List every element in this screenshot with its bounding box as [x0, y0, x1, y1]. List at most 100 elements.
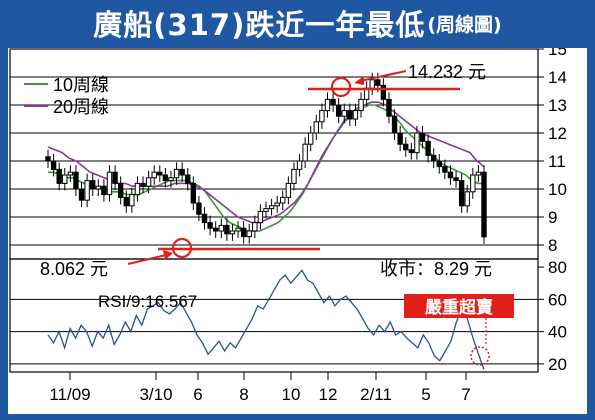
- price-y-tick-label: 14: [548, 68, 567, 87]
- candle-body: [470, 174, 476, 193]
- candle-body: [101, 185, 107, 196]
- x-tick-label: 8: [239, 385, 248, 404]
- price-y-tick-label: 13: [548, 96, 567, 115]
- candle-body: [134, 182, 141, 196]
- candle-body: [224, 224, 230, 235]
- candle-body: [341, 110, 347, 117]
- x-tick-label: 7: [461, 385, 470, 404]
- candle-body: [386, 98, 392, 117]
- high-label: 14.232 元: [408, 62, 486, 82]
- low-arrow-head: [163, 250, 173, 260]
- candle-body: [447, 171, 454, 179]
- candle-body: [302, 143, 308, 162]
- low-arrow: [127, 254, 167, 265]
- candle-body: [436, 160, 442, 168]
- chart-svg: 8 9 10 11 12 13 14 15 20 40 60 80 11/09 3/10 6 8 10 12 2/…: [9, 48, 567, 404]
- candle-body: [268, 205, 275, 210]
- high-marker: [330, 76, 352, 98]
- candle-body: [419, 132, 426, 142]
- rsi-line: [47, 269, 485, 370]
- candle-body: [369, 79, 375, 89]
- candle-body: [464, 191, 470, 207]
- candle-body: [218, 224, 224, 232]
- x-tick-label: 10: [282, 385, 301, 404]
- candle-body: [319, 110, 325, 123]
- legend-ma10-label: 10周線: [53, 75, 109, 95]
- candle-body: [274, 202, 280, 207]
- chart-title-main: 廣船(317)跌近一年最低: [93, 8, 426, 42]
- x-tick-label: 3/10: [139, 385, 172, 404]
- rsi-y-tick-label: 20: [548, 355, 567, 374]
- candle-body: [425, 140, 431, 156]
- price-y-tick-label: 10: [548, 180, 567, 199]
- candle-body: [263, 208, 269, 212]
- candle-body: [257, 210, 264, 224]
- rsi-y-tick-label: 60: [548, 290, 567, 309]
- x-tick-label: 11/09: [49, 385, 90, 404]
- candle-body: [391, 115, 398, 134]
- candle-body: [229, 230, 236, 235]
- candle-body: [380, 84, 387, 100]
- rsi-area-border: [9, 258, 539, 373]
- candle-body: [190, 182, 197, 204]
- oversold-badge: [404, 294, 514, 318]
- candle-body: [330, 98, 336, 106]
- rsi-label: RSI/9:16.567: [98, 292, 197, 311]
- candle-body: [252, 222, 258, 232]
- candle-body: [481, 171, 487, 238]
- price-y-tick-label: 11: [548, 152, 566, 171]
- candle-body: [157, 171, 163, 176]
- candle-body: [73, 171, 79, 190]
- candle-body: [168, 177, 174, 182]
- x-tick-label: 5: [421, 385, 430, 404]
- high-arrow: [359, 70, 407, 82]
- chart-title-sub: (周線圖): [427, 13, 502, 36]
- candle-body: [151, 171, 157, 179]
- candle-body: [397, 132, 403, 145]
- candle-body: [78, 188, 85, 201]
- chart-title: 廣船(317)跌近一年最低 (周線圖): [0, 0, 595, 46]
- candle-body: [296, 160, 303, 170]
- candle-body: [442, 166, 448, 173]
- legend-ma20-label: 20周線: [53, 97, 109, 117]
- candle-body: [145, 177, 152, 187]
- candle-body: [246, 230, 252, 238]
- candle-body: [212, 227, 219, 232]
- low-marker: [171, 237, 193, 259]
- candle-body: [62, 174, 68, 184]
- candle-body: [129, 194, 135, 207]
- candle-body: [408, 149, 415, 154]
- candle-body: [106, 171, 113, 196]
- rsi-y-tick-label: 80: [548, 258, 567, 277]
- candle-body: [185, 174, 191, 184]
- candle-body: [50, 160, 57, 170]
- candle-body: [324, 98, 331, 112]
- candle-body: [347, 110, 353, 120]
- price-y-tick-label: 15: [548, 48, 567, 59]
- candle-body: [95, 185, 102, 190]
- candle-body: [285, 182, 292, 198]
- candle-body: [162, 174, 169, 182]
- candle-body: [280, 196, 286, 204]
- price-y-tick-label: 12: [548, 124, 567, 143]
- candle-body: [291, 168, 297, 184]
- candle-body: [352, 110, 359, 120]
- candle-body: [196, 202, 202, 215]
- candle-body: [112, 171, 118, 184]
- x-tick-label: 12: [319, 385, 338, 404]
- candle-body: [403, 143, 409, 151]
- candle-body: [240, 227, 247, 238]
- oversold-marker: [470, 346, 490, 366]
- x-tick-label: 6: [193, 385, 202, 404]
- candle-body: [453, 177, 459, 182]
- candle-body: [45, 156, 51, 162]
- candle-body: [201, 213, 208, 224]
- candle-body: [140, 182, 146, 187]
- price-y-tick-label: 9: [548, 208, 557, 227]
- candle-body: [430, 154, 437, 162]
- candle-body: [335, 104, 342, 117]
- candle-body: [90, 180, 96, 190]
- candle-body: [375, 79, 381, 86]
- candle-body: [235, 227, 241, 232]
- candle-body: [414, 132, 420, 154]
